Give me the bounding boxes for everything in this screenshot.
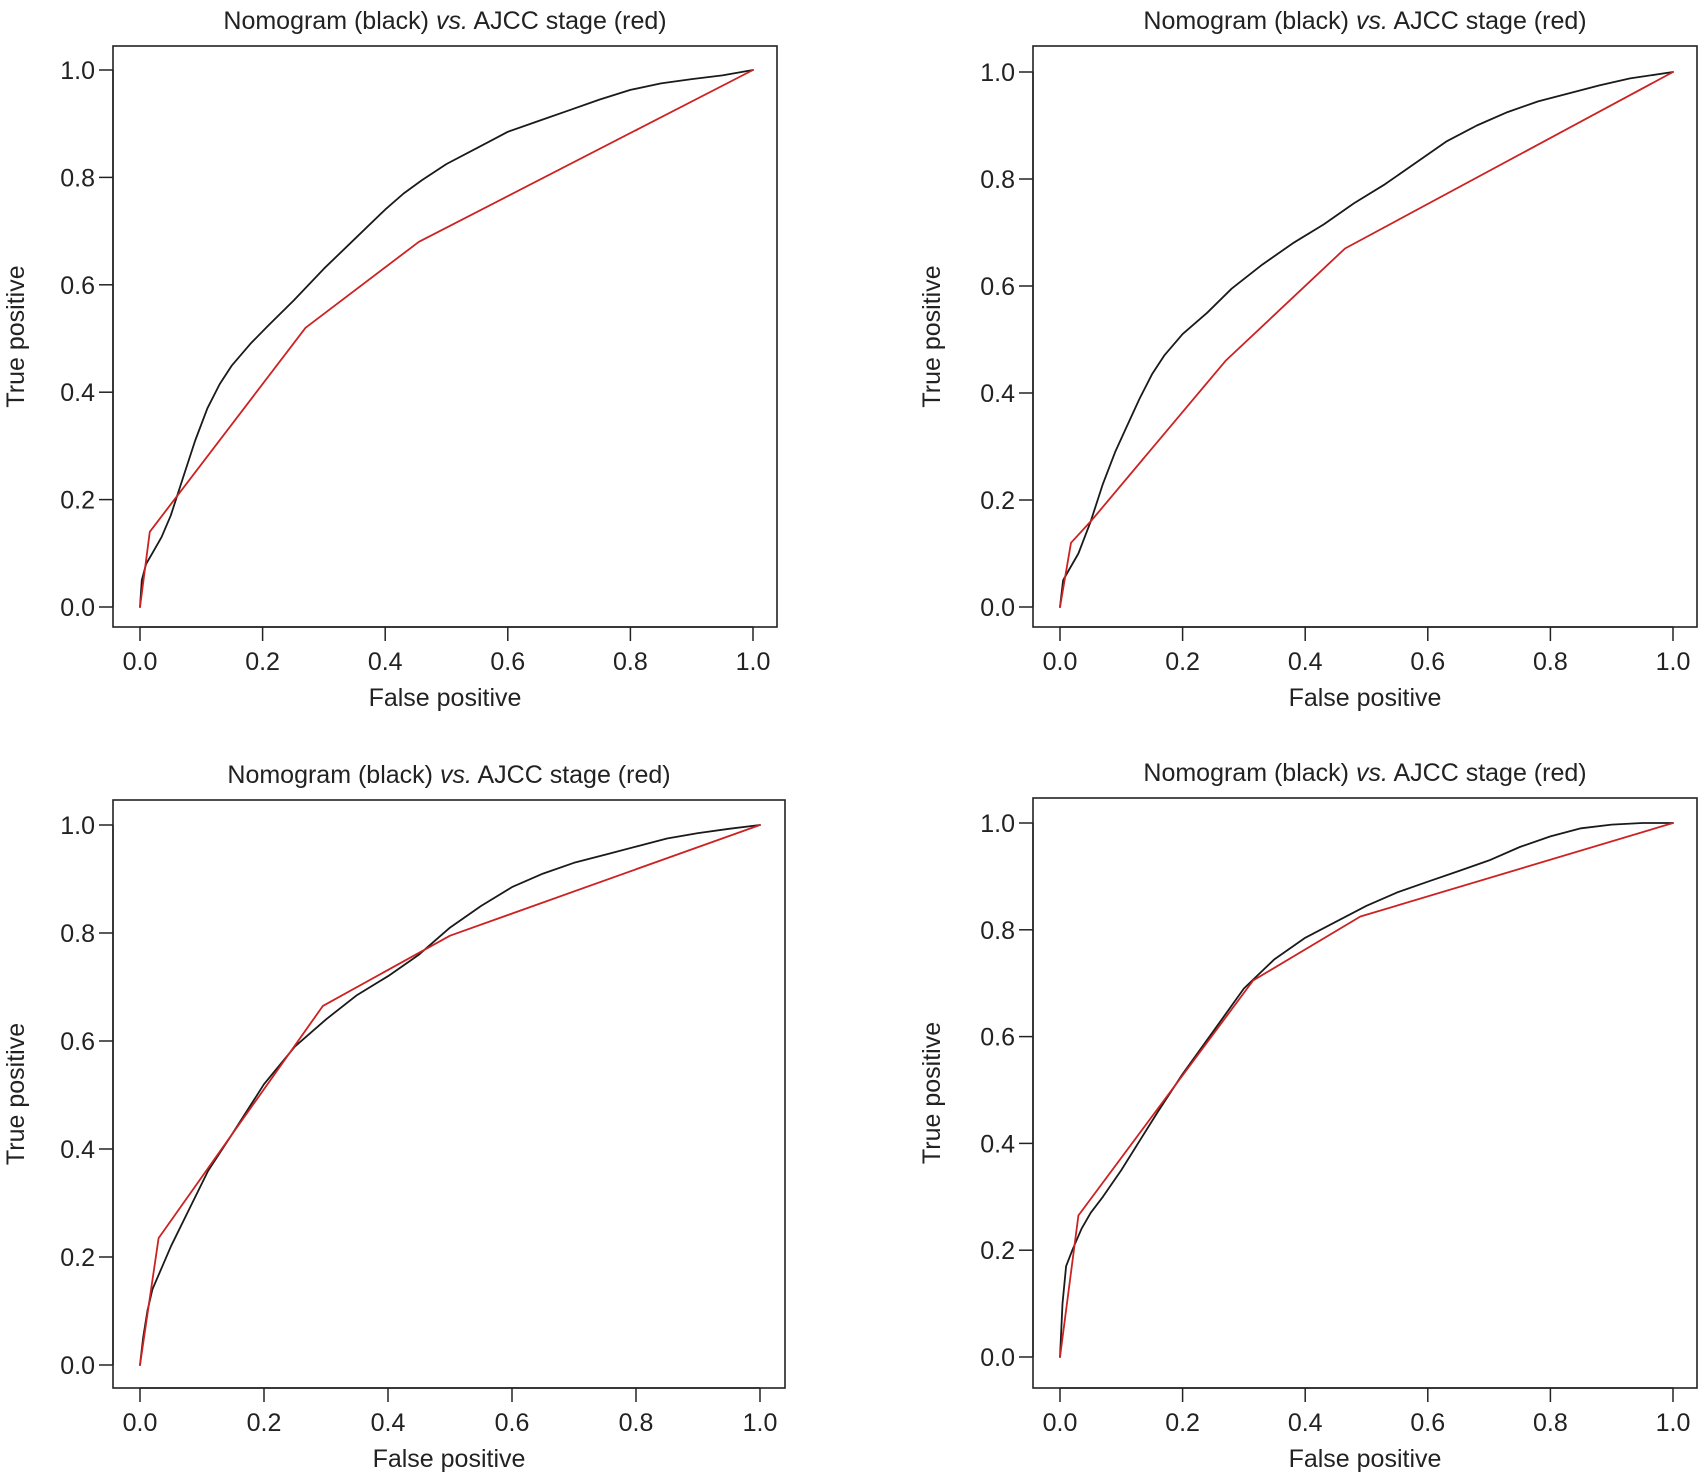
chart-3-y-tick-label: 0.0 [60, 1352, 95, 1380]
chart-2-title-part-2: AJCC stage (red) [1388, 7, 1587, 35]
chart-3-y-tick-label: 0.2 [60, 1244, 95, 1272]
chart-3-title-italic: vs. [440, 761, 472, 789]
chart-1-y-tick-label: 0.0 [60, 594, 95, 622]
chart-2-x-tick-label: 0.0 [1043, 648, 1078, 676]
chart-4-ajcc-stage-roc-line [1059, 822, 1674, 1358]
chart-panel-3: Nomogram (black) vs. AJCC stage (red) 0.0… [2, 761, 786, 1473]
chart-3-nomogram-roc-line [139, 824, 761, 1366]
chart-2-y-axis-label: True positive [918, 265, 946, 407]
chart-3-ajcc-stage-roc-line [139, 824, 761, 1366]
chart-1-x-axis-label: False positive [369, 684, 522, 712]
chart-4-x-tick-label: 0.0 [1043, 1409, 1078, 1437]
chart-3-y-tick-label: 0.8 [60, 920, 95, 948]
chart-4-x-tick-label: 1.0 [1656, 1409, 1691, 1437]
chart-2-y-tick-label: 0.6 [980, 273, 1015, 301]
chart-1-x-tick-label: 0.4 [368, 648, 403, 676]
chart-1-title: Nomogram (black) vs. AJCC stage (red) [223, 7, 666, 35]
chart-1-title-part-2: AJCC stage (red) [468, 7, 667, 35]
chart-4-plot-frame [1032, 797, 1698, 1389]
chart-3-plot-frame [112, 799, 786, 1389]
chart-3-y-tick-label: 0.6 [60, 1028, 95, 1056]
chart-4-x-tick-label: 0.8 [1533, 1409, 1568, 1437]
chart-1-plot-frame [112, 45, 778, 628]
chart-panel-4: Nomogram (black) vs. AJCC stage (red) 0.0… [918, 759, 1698, 1473]
chart-1-x-tick-label: 1.0 [736, 648, 771, 676]
chart-4-nomogram-roc-line [1059, 822, 1674, 1358]
chart-2-y-tick-label: 0.4 [980, 380, 1015, 408]
chart-1-y-tick-label: 1.0 [60, 57, 95, 85]
chart-1-y-tick-label: 0.6 [60, 272, 95, 300]
chart-3-y-tick-label: 1.0 [60, 812, 95, 840]
chart-1-y-tick-label: 0.8 [60, 164, 95, 192]
chart-1-title-italic: vs. [436, 7, 468, 35]
chart-3-title: Nomogram (black) vs. AJCC stage (red) [227, 761, 670, 789]
chart-1-x-tick-label: 0.2 [245, 648, 280, 676]
chart-1-ajcc-stage-roc-line [139, 69, 754, 608]
chart-1-title-part-1: Nomogram (black) [223, 7, 436, 35]
chart-3-x-axis-label: False positive [373, 1445, 526, 1473]
chart-1-y-tick-label: 0.2 [60, 487, 95, 515]
chart-1-x-tick-label: 0.8 [613, 648, 648, 676]
chart-panel-2: Nomogram (black) vs. AJCC stage (red) 0.0… [918, 7, 1698, 712]
chart-4-x-tick-label: 0.2 [1165, 1409, 1200, 1437]
chart-4-x-tick-label: 0.4 [1288, 1409, 1323, 1437]
chart-2-y-tick-label: 1.0 [980, 59, 1015, 87]
chart-4-x-axis-label: False positive [1289, 1445, 1442, 1473]
chart-2-y-tick-label: 0.0 [980, 594, 1015, 622]
chart-2-x-tick-label: 0.8 [1533, 648, 1568, 676]
chart-3-x-tick-label: 0.6 [495, 1409, 530, 1437]
chart-3-x-tick-label: 0.8 [619, 1409, 654, 1437]
chart-3-y-axis-label: True positive [2, 1023, 30, 1165]
chart-2-title-part-1: Nomogram (black) [1143, 7, 1356, 35]
chart-4-title-part-1: Nomogram (black) [1143, 759, 1356, 787]
chart-3-title-part-1: Nomogram (black) [227, 761, 440, 789]
chart-2-x-tick-label: 0.4 [1288, 648, 1323, 676]
chart-3-title-part-2: AJCC stage (red) [472, 761, 671, 789]
chart-2-y-tick-label: 0.2 [980, 487, 1015, 515]
chart-2-title-italic: vs. [1356, 7, 1388, 35]
chart-4-y-tick-label: 1.0 [980, 810, 1015, 838]
chart-4-x-tick-label: 0.6 [1410, 1409, 1445, 1437]
chart-2-ajcc-stage-roc-line [1059, 71, 1674, 608]
chart-4-y-tick-label: 0.0 [980, 1344, 1015, 1372]
chart-2-x-tick-label: 0.2 [1165, 648, 1200, 676]
chart-3-x-tick-label: 0.2 [247, 1409, 282, 1437]
chart-3-x-tick-label: 1.0 [743, 1409, 778, 1437]
chart-1-x-tick-label: 0.6 [490, 648, 525, 676]
chart-3-x-tick-label: 0.4 [371, 1409, 406, 1437]
chart-3-x-tick-label: 0.0 [123, 1409, 158, 1437]
chart-4-y-tick-label: 0.6 [980, 1024, 1015, 1052]
chart-4-y-tick-label: 0.4 [980, 1130, 1015, 1158]
chart-2-title: Nomogram (black) vs. AJCC stage (red) [1143, 7, 1586, 35]
chart-4-title-part-2: AJCC stage (red) [1388, 759, 1587, 787]
chart-4-y-axis-label: True positive [918, 1022, 946, 1164]
chart-1-y-axis-label: True positive [2, 265, 30, 407]
chart-4-y-tick-label: 0.8 [980, 917, 1015, 945]
chart-4-title: Nomogram (black) vs. AJCC stage (red) [1143, 759, 1586, 787]
chart-2-x-tick-label: 0.6 [1410, 648, 1445, 676]
chart-2-x-axis-label: False positive [1289, 684, 1442, 712]
chart-2-y-tick-label: 0.8 [980, 166, 1015, 194]
chart-3-y-tick-label: 0.4 [60, 1136, 95, 1164]
chart-2-nomogram-roc-line [1059, 71, 1674, 608]
chart-1-x-tick-label: 0.0 [123, 648, 158, 676]
chart-2-x-tick-label: 1.0 [1656, 648, 1691, 676]
chart-panel-1: Nomogram (black) vs. AJCC stage (red) 0.0… [2, 7, 778, 712]
chart-1-nomogram-roc-line [139, 69, 754, 608]
chart-2-plot-frame [1032, 45, 1698, 628]
chart-4-y-tick-label: 0.2 [980, 1237, 1015, 1265]
chart-1-y-tick-label: 0.4 [60, 379, 95, 407]
chart-4-title-italic: vs. [1356, 759, 1388, 787]
